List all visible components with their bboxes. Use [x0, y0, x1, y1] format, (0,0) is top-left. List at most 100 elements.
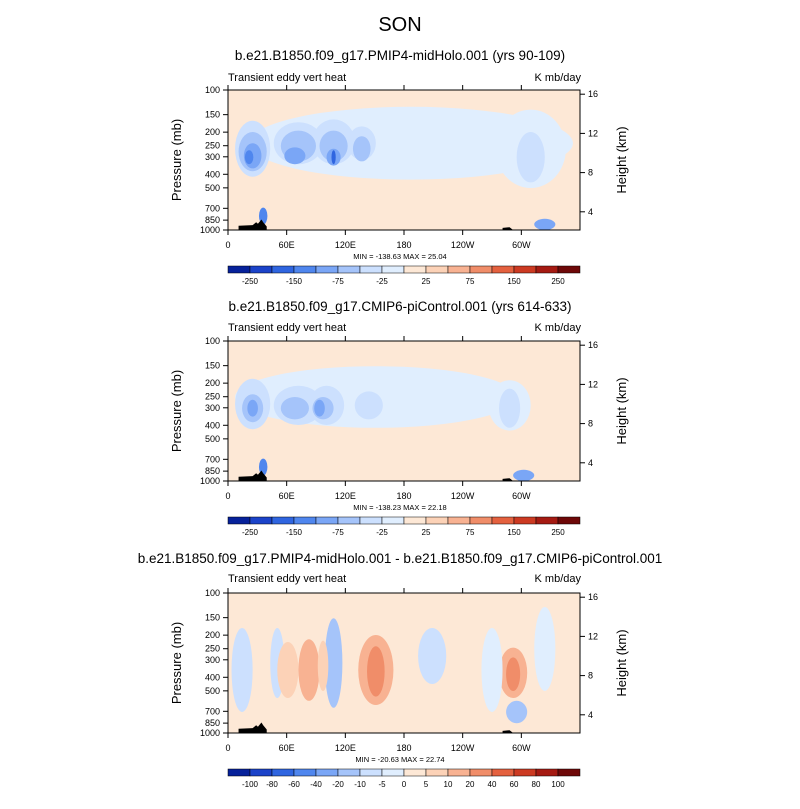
x-tick-label: 0 — [225, 743, 230, 753]
y2-tick-label: 12 — [588, 379, 598, 389]
y-tick-label: 200 — [205, 630, 220, 640]
panel-title: b.e21.B1850.f09_g17.PMIP4-midHolo.001 (y… — [234, 48, 566, 63]
terrain-mask — [502, 730, 514, 733]
panel-title: b.e21.B1850.f09_g17.CMIP6-piControl.001 … — [228, 299, 572, 314]
panel-left-label: Transient eddy vert heat — [228, 573, 347, 585]
terrain-mask — [238, 722, 267, 733]
contour-fill — [280, 397, 309, 420]
colorbar-label: -100 — [242, 780, 259, 789]
colorbar-swatch — [227, 516, 251, 525]
y2-axis-label: Height (km) — [614, 377, 629, 444]
panel-units-label: K mb/day — [534, 72, 581, 84]
y2-tick-label: 8 — [588, 168, 593, 178]
y-axis-label: Pressure (mb) — [169, 622, 184, 704]
colorbar-swatch — [293, 516, 317, 525]
colorbar-swatch — [491, 768, 515, 777]
colorbar-label: 20 — [466, 780, 475, 789]
colorbar-swatch — [337, 516, 361, 525]
contour-fill — [513, 469, 535, 481]
colorbar-label: -150 — [286, 277, 303, 286]
contour-fill — [247, 399, 258, 417]
x-tick-label: 120E — [335, 743, 356, 753]
colorbar-swatch — [249, 265, 273, 274]
colorbar-label: -40 — [310, 780, 322, 789]
y-tick-label: 400 — [205, 420, 220, 430]
y-tick-label: 250 — [205, 392, 220, 402]
y-tick-label: 300 — [205, 403, 220, 413]
terrain-mask — [238, 470, 267, 481]
contour-fill — [238, 429, 570, 438]
colorbar-swatch — [469, 768, 493, 777]
colorbar-label: -20 — [332, 780, 344, 789]
colorbar-swatch — [271, 768, 295, 777]
contour-fill — [534, 218, 556, 230]
y-tick-label: 700 — [205, 706, 220, 716]
x-tick-label: 120E — [335, 240, 356, 250]
min-max-stats: MIN = -20.63 MAX = 22.74 — [355, 755, 445, 764]
colorbar-swatch — [271, 516, 295, 525]
y2-tick-label: 8 — [588, 419, 593, 429]
colorbar: -250 -150 -75 -25 25 75 150 250 — [227, 516, 581, 537]
colorbar-swatch — [447, 516, 471, 525]
y-tick-label: 1000 — [200, 476, 220, 486]
colorbar-swatch — [381, 768, 405, 777]
colorbar-label: -5 — [378, 780, 386, 789]
colorbar-swatch — [491, 265, 515, 274]
colorbar-swatch — [293, 768, 317, 777]
contour-fill — [298, 639, 320, 701]
colorbar-swatch — [403, 516, 427, 525]
colorbar-swatch — [249, 768, 273, 777]
colorbar-label: 40 — [488, 780, 497, 789]
colorbar-swatch — [513, 265, 537, 274]
panel-units-label: K mb/day — [534, 573, 581, 585]
colorbar-swatch — [381, 516, 405, 525]
y2-axis-label: Height (km) — [614, 126, 629, 193]
colorbar-swatch — [425, 265, 449, 274]
contour-fill — [354, 391, 383, 420]
x-tick-label: 180 — [396, 491, 411, 501]
colorbar-swatch — [535, 265, 559, 274]
colorbar-swatch — [359, 516, 383, 525]
colorbar-label: 75 — [466, 528, 475, 537]
colorbar-swatch — [513, 768, 537, 777]
min-max-stats: MIN = -138.23 MAX = 22.18 — [353, 503, 447, 512]
contour-fill — [506, 657, 521, 691]
y-tick-label: 400 — [205, 169, 220, 179]
colorbar-swatch — [557, 768, 581, 777]
y-tick-label: 150 — [205, 361, 220, 371]
y-tick-label: 1000 — [200, 728, 220, 738]
panel-units-label: K mb/day — [534, 322, 581, 334]
y-tick-label: 250 — [205, 141, 220, 151]
contour-fill — [284, 147, 306, 165]
colorbar-swatch — [337, 265, 361, 274]
y-tick-label: 200 — [205, 127, 220, 137]
colorbar-label: -80 — [266, 780, 278, 789]
colorbar: -250 -150 -75 -25 25 75 150 250 — [227, 265, 581, 286]
contour-fill — [314, 399, 325, 417]
contour-fill — [319, 130, 348, 162]
colorbar-swatch — [381, 265, 405, 274]
colorbar-label: -75 — [332, 277, 344, 286]
colorbar-label: -10 — [354, 780, 366, 789]
y-tick-label: 700 — [205, 454, 220, 464]
colorbar-swatch — [315, 768, 339, 777]
y2-tick-label: 12 — [588, 631, 598, 641]
colorbar-swatch — [447, 265, 471, 274]
contour-fill — [418, 628, 447, 684]
y2-tick-label: 8 — [588, 671, 593, 681]
y2-tick-label: 4 — [588, 207, 593, 217]
contour-fill — [352, 136, 371, 162]
contour-fill — [238, 178, 570, 187]
x-tick-label: 0 — [225, 240, 230, 250]
y2-tick-label: 16 — [588, 340, 598, 350]
colorbar-swatch — [491, 516, 515, 525]
colorbar-label: 25 — [422, 528, 431, 537]
colorbar-label: -60 — [288, 780, 300, 789]
colorbar-swatch — [557, 265, 581, 274]
terrain-mask — [502, 227, 514, 230]
terrain-mask — [238, 219, 267, 230]
colorbar-swatch — [425, 516, 449, 525]
contour-fill — [367, 646, 385, 697]
